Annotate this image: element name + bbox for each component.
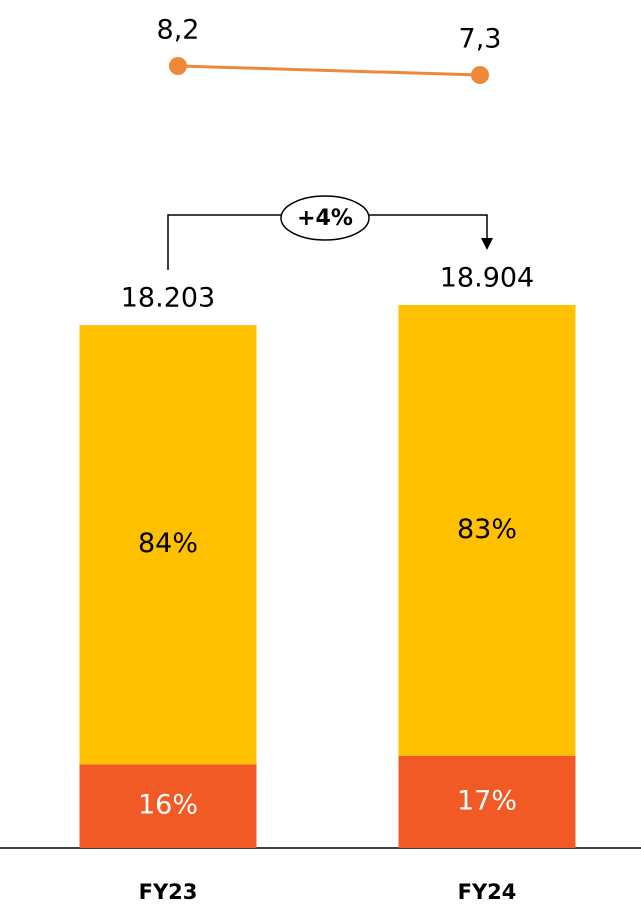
x-tick-label: FY24 — [458, 880, 517, 904]
value-label: 8,2 — [157, 15, 200, 46]
point — [169, 57, 187, 75]
bar-segment — [79, 764, 257, 848]
point — [471, 66, 489, 84]
segment-label: 17% — [457, 785, 517, 816]
bracket-line — [167, 214, 283, 270]
line — [177, 64, 481, 77]
bar-segment — [398, 755, 576, 848]
segment-label: 83% — [457, 514, 517, 545]
bracket-line — [368, 214, 488, 240]
bar-segment — [79, 325, 257, 765]
total-label: 18.904 — [440, 263, 534, 294]
value-label: 7,3 — [459, 24, 502, 55]
segment-label: 84% — [138, 528, 198, 559]
growth-bracket: +4% — [167, 195, 493, 270]
x-tick-label: FY23 — [139, 880, 198, 904]
segment-label: 16% — [138, 790, 198, 821]
arrow-head — [481, 238, 493, 250]
total-label: 18.203 — [121, 283, 215, 314]
annotation-bubble — [280, 195, 370, 241]
annotation: +4% — [297, 206, 353, 231]
bar-segment — [398, 305, 576, 756]
